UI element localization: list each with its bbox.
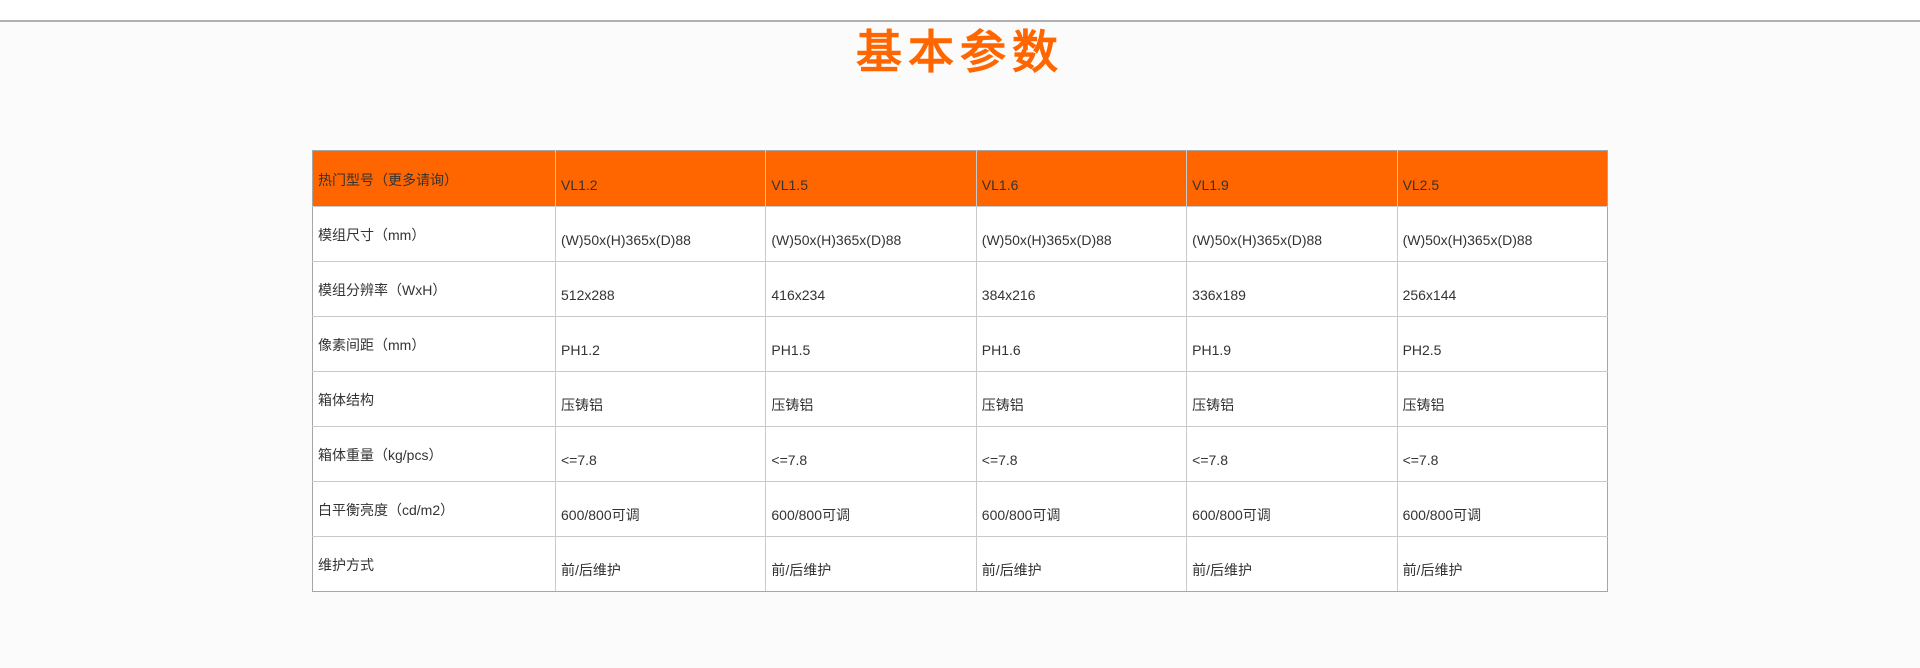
row-label-cell: 白平衡亮度（cd/m2）: [312, 481, 556, 537]
spec-value-cell: 前/后维护: [765, 536, 977, 592]
spec-value-cell: 256x144: [1396, 261, 1609, 317]
spec-value-cell: 600/800可调: [554, 481, 767, 537]
spec-value-cell: <=7.8: [1396, 426, 1609, 482]
model-header-cell: VL1.9: [1186, 150, 1398, 207]
spec-value-cell: PH1.6: [975, 316, 1188, 372]
spec-value-cell: <=7.8: [765, 426, 977, 482]
spec-value-cell: 600/800可调: [1186, 481, 1398, 537]
spec-value-cell: 600/800可调: [1396, 481, 1609, 537]
row-label-cell: 维护方式: [312, 536, 556, 592]
spec-value-cell: (W)50x(H)365x(D)88: [975, 206, 1188, 262]
table-row: 维护方式 前/后维护 前/后维护 前/后维护 前/后维护 前/后维护: [312, 536, 1609, 592]
model-header-cell: VL1.2: [554, 150, 767, 207]
spec-value-cell: PH2.5: [1396, 316, 1609, 372]
row-label-cell: 模组分辨率（WxH）: [312, 261, 556, 317]
spec-value-cell: 压铸铝: [765, 371, 977, 427]
spec-value-cell: PH1.2: [554, 316, 767, 372]
spec-value-cell: 416x234: [765, 261, 977, 317]
table-row: 像素间距（mm） PH1.2 PH1.5 PH1.6 PH1.9 PH2.5: [312, 316, 1609, 372]
table-row: 箱体结构 压铸铝 压铸铝 压铸铝 压铸铝 压铸铝: [312, 371, 1609, 427]
spec-value-cell: 336x189: [1186, 261, 1398, 317]
spec-value-cell: 压铸铝: [1396, 371, 1609, 427]
spec-value-cell: 512x288: [554, 261, 767, 317]
spec-value-cell: (W)50x(H)365x(D)88: [765, 206, 977, 262]
spec-table: 热门型号（更多请询） VL1.2 VL1.5 VL1.6 VL1.9 VL2.5 模组尺…: [312, 150, 1609, 592]
spec-value-cell: 384x216: [975, 261, 1188, 317]
spec-value-cell: 前/后维护: [975, 536, 1188, 592]
table-row: 箱体重量（kg/pcs） <=7.8 <=7.8 <=7.8 <=7.8 <=7.8: [312, 426, 1609, 482]
row-label-cell: 模组尺寸（mm）: [312, 206, 556, 262]
model-header-cell: VL2.5: [1396, 150, 1609, 207]
spec-value-cell: 前/后维护: [554, 536, 767, 592]
spec-value-cell: 前/后维护: [1186, 536, 1398, 592]
spec-value-cell: 600/800可调: [975, 481, 1188, 537]
spec-value-cell: (W)50x(H)365x(D)88: [1396, 206, 1609, 262]
table-row: 模组分辨率（WxH） 512x288 416x234 384x216 336x189 25…: [312, 261, 1609, 317]
spec-value-cell: PH1.9: [1186, 316, 1398, 372]
spec-value-cell: <=7.8: [1186, 426, 1398, 482]
top-divider: [0, 0, 1920, 22]
table-row: 白平衡亮度（cd/m2） 600/800可调 600/800可调 600/800可调 6…: [312, 481, 1609, 537]
spec-value-cell: 压铸铝: [975, 371, 1188, 427]
spec-value-cell: 压铸铝: [1186, 371, 1398, 427]
spec-value-cell: 前/后维护: [1396, 536, 1609, 592]
spec-value-cell: <=7.8: [975, 426, 1188, 482]
spec-value-cell: <=7.8: [554, 426, 767, 482]
page-title: 基本参数: [856, 26, 1064, 78]
spec-value-cell: 600/800可调: [765, 481, 977, 537]
spec-table-wrap: 热门型号（更多请询） VL1.2 VL1.5 VL1.6 VL1.9 VL2.5 模组尺…: [312, 150, 1609, 592]
row-label-cell: 箱体结构: [312, 371, 556, 427]
header-label-cell: 热门型号（更多请询）: [312, 150, 556, 207]
spec-value-cell: 压铸铝: [554, 371, 767, 427]
spec-value-cell: (W)50x(H)365x(D)88: [1186, 206, 1398, 262]
table-header-row: 热门型号（更多请询） VL1.2 VL1.5 VL1.6 VL1.9 VL2.5: [312, 150, 1609, 207]
spec-value-cell: (W)50x(H)365x(D)88: [554, 206, 767, 262]
model-header-cell: VL1.6: [975, 150, 1188, 207]
spec-value-cell: PH1.5: [765, 316, 977, 372]
row-label-cell: 箱体重量（kg/pcs）: [312, 426, 556, 482]
model-header-cell: VL1.5: [765, 150, 977, 207]
row-label-cell: 像素间距（mm）: [312, 316, 556, 372]
table-row: 模组尺寸（mm） (W)50x(H)365x(D)88 (W)50x(H)365x(…: [312, 206, 1609, 262]
